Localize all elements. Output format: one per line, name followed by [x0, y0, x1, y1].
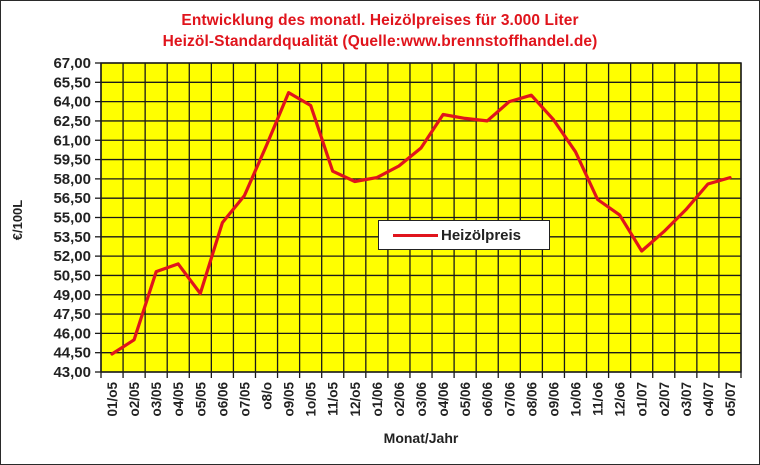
svg-text:56,50: 56,50: [53, 190, 91, 207]
svg-text:o5/05: o5/05: [193, 382, 208, 417]
svg-text:o1/07: o1/07: [635, 382, 650, 417]
svg-text:44,50: 44,50: [53, 345, 91, 362]
chart-title: Entwicklung des monatl. Heizölpreises fü…: [181, 12, 579, 29]
svg-text:o7/05: o7/05: [237, 382, 252, 417]
chart-subtitle: Heizöl-Standardqualität (Quelle:www.bren…: [162, 33, 598, 50]
svg-text:11/o6: 11/o6: [591, 382, 606, 416]
svg-text:1o/05: 1o/05: [304, 382, 319, 417]
svg-text:o4/05: o4/05: [171, 382, 186, 417]
svg-text:o2/07: o2/07: [657, 382, 672, 417]
legend-label: Heizölpreis: [441, 226, 522, 244]
svg-text:58,00: 58,00: [53, 171, 91, 188]
svg-text:64,00: 64,00: [53, 94, 91, 111]
svg-text:o1/06: o1/06: [370, 382, 385, 417]
svg-text:o6/06: o6/06: [215, 382, 230, 417]
svg-text:53,50: 53,50: [53, 229, 91, 246]
svg-text:o9/06: o9/06: [546, 382, 561, 417]
grid-lines: [100, 62, 742, 373]
svg-text:o5/07: o5/07: [723, 382, 738, 417]
svg-text:52,00: 52,00: [53, 248, 91, 265]
legend-swatch-line-icon: [393, 233, 438, 237]
svg-text:o3/05: o3/05: [149, 382, 164, 417]
svg-text:o9/05: o9/05: [282, 382, 297, 417]
svg-text:59,50: 59,50: [53, 152, 91, 169]
svg-text:55,00: 55,00: [53, 210, 91, 227]
y-axis-label: €/100L: [10, 199, 25, 241]
svg-text:o7/06: o7/06: [502, 382, 517, 417]
svg-text:50,50: 50,50: [53, 267, 91, 284]
svg-text:11/o5: 11/o5: [326, 382, 341, 416]
svg-text:o3/07: o3/07: [679, 382, 694, 417]
x-axis-ticks: 01/o5 o2/05 o3/05 o4/05 o5/05 o6/06 o7/05 o8/o o…: [100, 372, 742, 417]
svg-text:62,50: 62,50: [53, 113, 91, 130]
series-line-heizoelpreis: [110, 90, 732, 356]
svg-text:o2/05: o2/05: [127, 382, 142, 417]
svg-text:67,00: 67,00: [53, 55, 91, 72]
svg-text:1o/06: 1o/06: [568, 382, 583, 417]
svg-text:12/o6: 12/o6: [613, 382, 628, 417]
svg-text:12/o5: 12/o5: [348, 382, 363, 417]
svg-text:61,00: 61,00: [53, 132, 91, 149]
svg-text:o4/06: o4/06: [436, 382, 451, 417]
y-axis-ticks: 43,00 44,50 46,00 47,50 49,00 50,50 52,00 53,50…: [53, 55, 101, 381]
x-axis-label: Monat/Jahr: [383, 430, 459, 446]
svg-text:o8/o: o8/o: [260, 382, 275, 410]
svg-text:65,50: 65,50: [53, 74, 91, 91]
svg-text:o4/07: o4/07: [701, 382, 716, 417]
svg-text:49,00: 49,00: [53, 287, 91, 304]
svg-text:o6/06: o6/06: [480, 382, 495, 417]
svg-text:o8/06: o8/06: [524, 382, 539, 417]
svg-text:o3/06: o3/06: [414, 382, 429, 417]
svg-text:47,50: 47,50: [53, 306, 91, 323]
svg-text:o5/06: o5/06: [458, 382, 473, 417]
svg-text:43,00: 43,00: [53, 364, 91, 381]
svg-text:46,00: 46,00: [53, 325, 91, 342]
legend: Heizölpreis: [378, 220, 550, 250]
svg-text:o2/06: o2/06: [392, 382, 407, 417]
svg-text:01/o5: 01/o5: [105, 382, 120, 417]
